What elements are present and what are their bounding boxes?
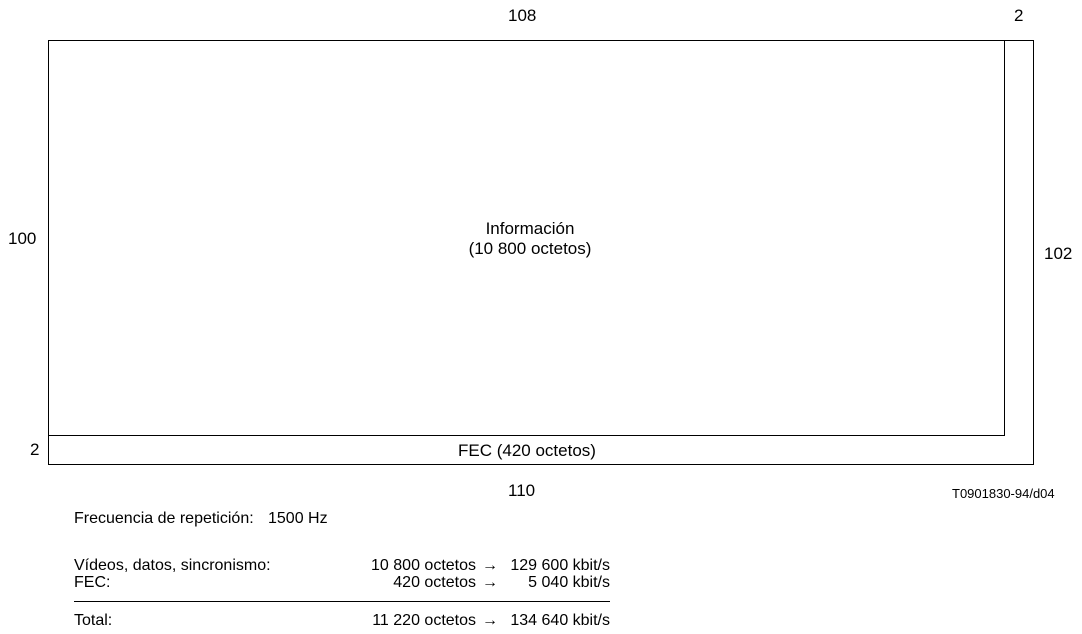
dim-left-label: 100 — [8, 229, 37, 248]
total-divider — [74, 601, 610, 602]
row-video-rate-text: 129 600 kbit/s — [510, 557, 610, 574]
information-size: (10 800 octetos) — [468, 239, 592, 258]
row-fec-rate-text: 5 040 kbit/s — [528, 574, 610, 591]
row-total-octets-text: 11 220 octetos — [372, 612, 476, 629]
row-total-octets: 11 220 octetos — [300, 612, 476, 630]
figure-reference: T0901830-94/d04 — [952, 486, 1055, 501]
dim-bottom-label: 110 — [508, 481, 536, 500]
row-fec-label: FEC: — [74, 574, 111, 591]
row-fec-arrow: → — [482, 574, 498, 591]
row-fec-octets: 420 octetos — [300, 574, 476, 592]
row-total-rate: 134 640 kbit/s — [490, 612, 610, 630]
information-block — [48, 40, 1005, 436]
row-video-octets: 10 800 octetos — [300, 557, 476, 575]
dim-top-right-label: 2 — [1014, 6, 1024, 25]
row-video-arrow: → — [482, 557, 498, 574]
fec-label: FEC (420 octetos) — [458, 441, 596, 460]
row-video-octets-text: 10 800 octetos — [371, 557, 476, 574]
repetition-value: 1500 Hz — [268, 510, 328, 527]
row-total-rate-text: 134 640 kbit/s — [510, 612, 610, 629]
row-fec-octets-text: 420 octetos — [393, 574, 476, 591]
row-fec-rate: 5 040 kbit/s — [490, 574, 610, 592]
row-video-rate: 129 600 kbit/s — [490, 557, 610, 575]
row-total-arrow: → — [482, 612, 498, 629]
repetition-label: Frecuencia de repetición: — [74, 510, 254, 527]
dim-right-label: 102 — [1044, 244, 1073, 263]
row-video-label: Vídeos, datos, sincronismo: — [74, 557, 271, 574]
dim-top-label: 108 — [508, 6, 537, 25]
fec-block — [48, 435, 1034, 465]
row-total-label: Total: — [74, 612, 113, 629]
dim-bottom-left-label: 2 — [30, 440, 40, 459]
information-label: Información (10 800 octetos) — [420, 219, 640, 259]
information-title: Información — [485, 219, 575, 238]
